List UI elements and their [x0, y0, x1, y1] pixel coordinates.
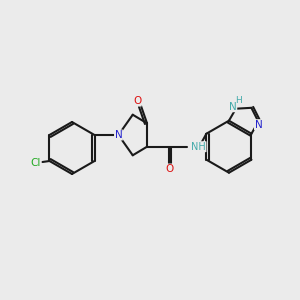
Text: N: N [254, 120, 262, 130]
Text: N: N [115, 130, 122, 140]
Text: O: O [165, 164, 173, 174]
Text: NH: NH [191, 142, 206, 152]
Text: O: O [133, 96, 141, 106]
Text: H: H [236, 96, 242, 105]
Text: Cl: Cl [30, 158, 41, 168]
Text: N: N [229, 102, 237, 112]
